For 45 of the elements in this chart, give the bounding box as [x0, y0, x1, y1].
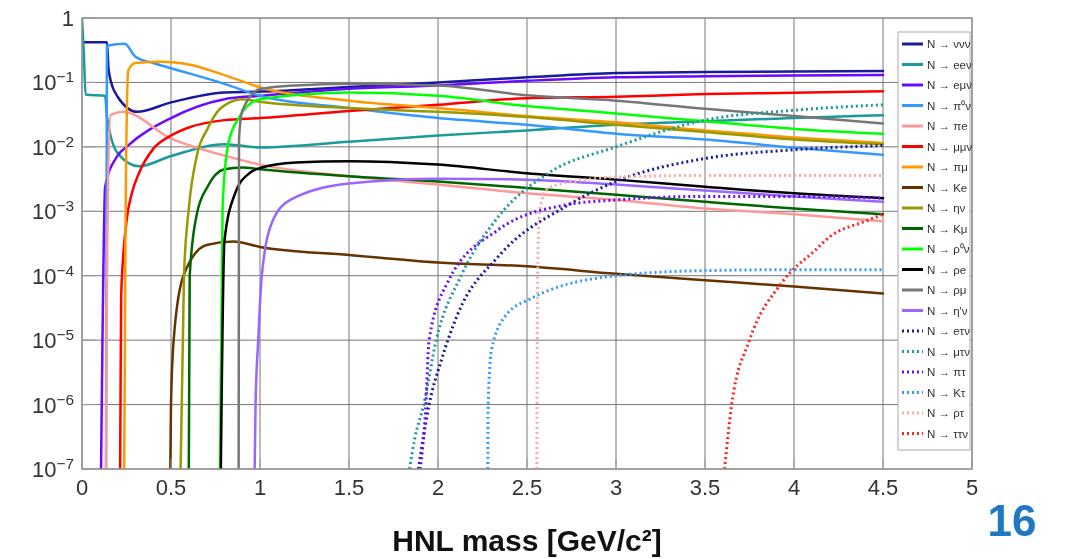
legend-label: N → πτ	[927, 366, 967, 378]
line-series	[169, 240, 885, 469]
x-axis-title: HNL mass [GeV/c²]	[392, 524, 662, 557]
y-tick-label: 1	[61, 6, 74, 31]
legend-label: N → π⁰ν	[927, 99, 972, 112]
legend-label: N → Kμ	[927, 222, 968, 235]
x-tick-label: 4.5	[867, 475, 899, 500]
legend-label: N → eτν	[927, 325, 971, 337]
text: 16	[987, 496, 1037, 545]
x-tick-label: 2	[431, 475, 445, 500]
legend-label: N → μτν	[927, 345, 971, 358]
line-series	[723, 212, 885, 469]
x-tick-label: 5	[965, 475, 979, 500]
x-tick-label: 4	[787, 475, 801, 500]
y-tick-label: 10$^{−7}$	[31, 454, 74, 482]
x-tick-label: 0.5	[155, 475, 187, 500]
y-tick-label: 10$^{−3}$	[31, 196, 74, 225]
legend-label: N → ττν	[927, 427, 969, 440]
legend-label: N → μμν	[927, 140, 973, 153]
legend-label: N → ην	[927, 202, 966, 214]
y-tick-label: 10$^{−4}$	[31, 261, 75, 289]
legend-label: N → ννν	[927, 38, 971, 50]
x-tick-label: 2.5	[511, 475, 543, 500]
line-series	[82, 41, 885, 114]
legend-label: N → Kτ	[927, 386, 966, 399]
legend-label: N → ρμ	[927, 284, 967, 296]
x-tick-label: 0	[75, 475, 89, 500]
legend-label: N → Ke	[927, 181, 968, 194]
y-tick-label: 10$^{−1}$	[31, 67, 74, 96]
legend-label: N → πμ	[927, 161, 968, 173]
line-series	[486, 268, 885, 469]
y-tick-label: 10$^{−6}$	[31, 390, 74, 418]
x-tick-label: 1	[253, 475, 267, 500]
legend-label: N → eeν	[927, 58, 972, 71]
legend-label: N → ρe	[927, 263, 967, 276]
x-tick-label: 3.5	[689, 475, 721, 500]
y-tick-label: 10$^{−5}$	[31, 325, 74, 354]
legend-label: N → eμν	[927, 79, 973, 91]
x-tick-label: 1.5	[333, 475, 365, 500]
legend-label: N → ρτ	[927, 407, 965, 419]
legend-label: N → ρ⁰ν	[927, 243, 970, 255]
y-tick-label: 10$^{−2}$	[31, 132, 74, 160]
x-tick-label: 3	[609, 475, 623, 500]
legend-label: N → πe	[927, 120, 968, 132]
legend-label: N → η'ν	[927, 304, 968, 317]
